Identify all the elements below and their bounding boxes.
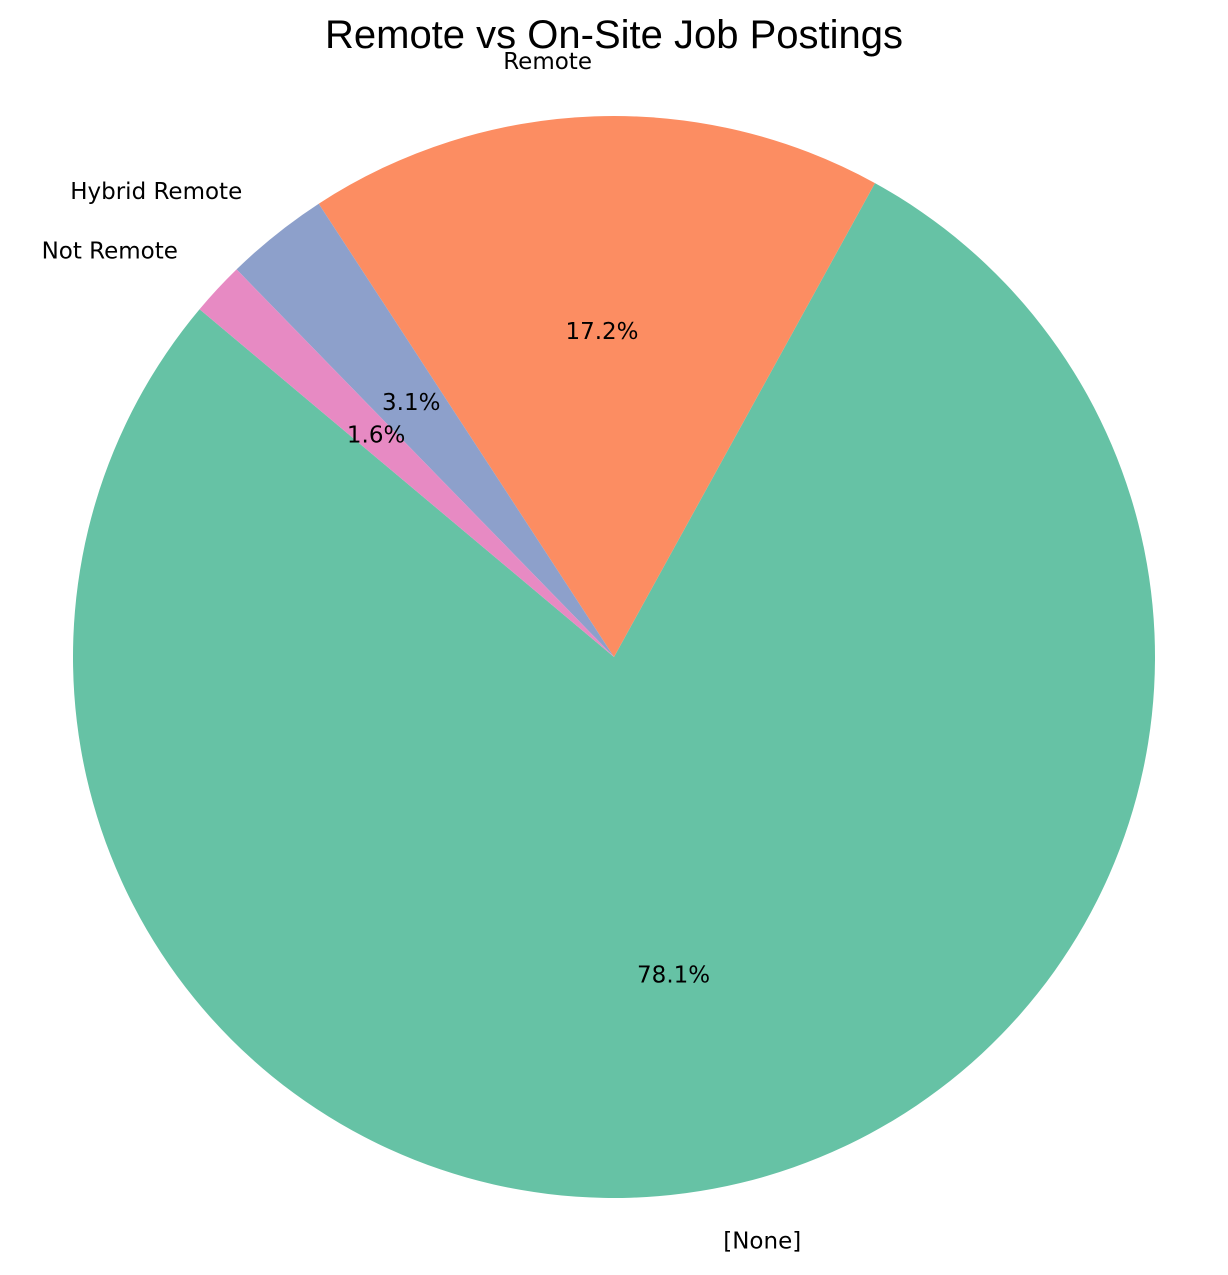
pie-labels: [None] 78.1% Remote 17.2% Hybrid Remote 3.1% N… [42, 49, 802, 1255]
pie-slice-hybrid-remote [236, 203, 615, 657]
slice-label-none: [None] [723, 1228, 801, 1254]
slice-label-not-remote: Not Remote [42, 239, 178, 265]
pie-slices [72, 115, 1155, 1198]
slice-percent-not-remote: 1.6% [347, 423, 405, 449]
slice-label-hybrid-remote: Hybrid Remote [70, 179, 242, 205]
pie-slice-none [72, 183, 1155, 1198]
pie-slice-not-remote [199, 269, 615, 657]
slice-percent-none: 78.1% [637, 963, 710, 989]
chart-title: Remote vs On-Site Job Postings [325, 13, 903, 57]
slice-percent-hybrid-remote: 3.1% [382, 390, 440, 416]
slice-percent-remote: 17.2% [565, 319, 638, 345]
slice-label-remote: Remote [503, 49, 592, 75]
pie-slice-remote [318, 115, 875, 658]
